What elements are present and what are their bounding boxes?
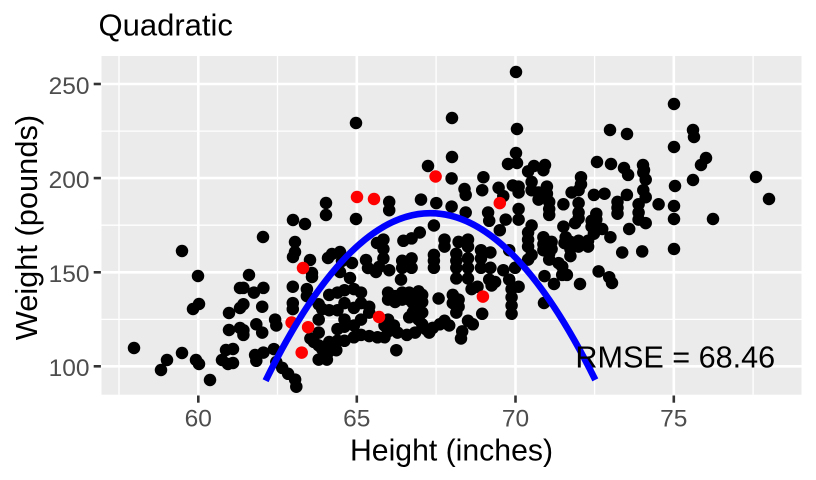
svg-text:75: 75 — [660, 406, 687, 433]
svg-text:RMSE = 68.46: RMSE = 68.46 — [575, 341, 775, 375]
svg-text:200: 200 — [49, 167, 90, 194]
svg-text:150: 150 — [49, 261, 90, 288]
svg-text:70: 70 — [502, 406, 529, 433]
svg-text:Weight (pounds): Weight (pounds) — [9, 115, 44, 340]
svg-text:65: 65 — [343, 406, 370, 433]
svg-text:250: 250 — [49, 73, 90, 100]
svg-text:Quadratic: Quadratic — [99, 8, 233, 43]
svg-text:Height (inches): Height (inches) — [350, 435, 553, 468]
svg-text:60: 60 — [185, 406, 212, 433]
svg-text:100: 100 — [49, 355, 90, 382]
